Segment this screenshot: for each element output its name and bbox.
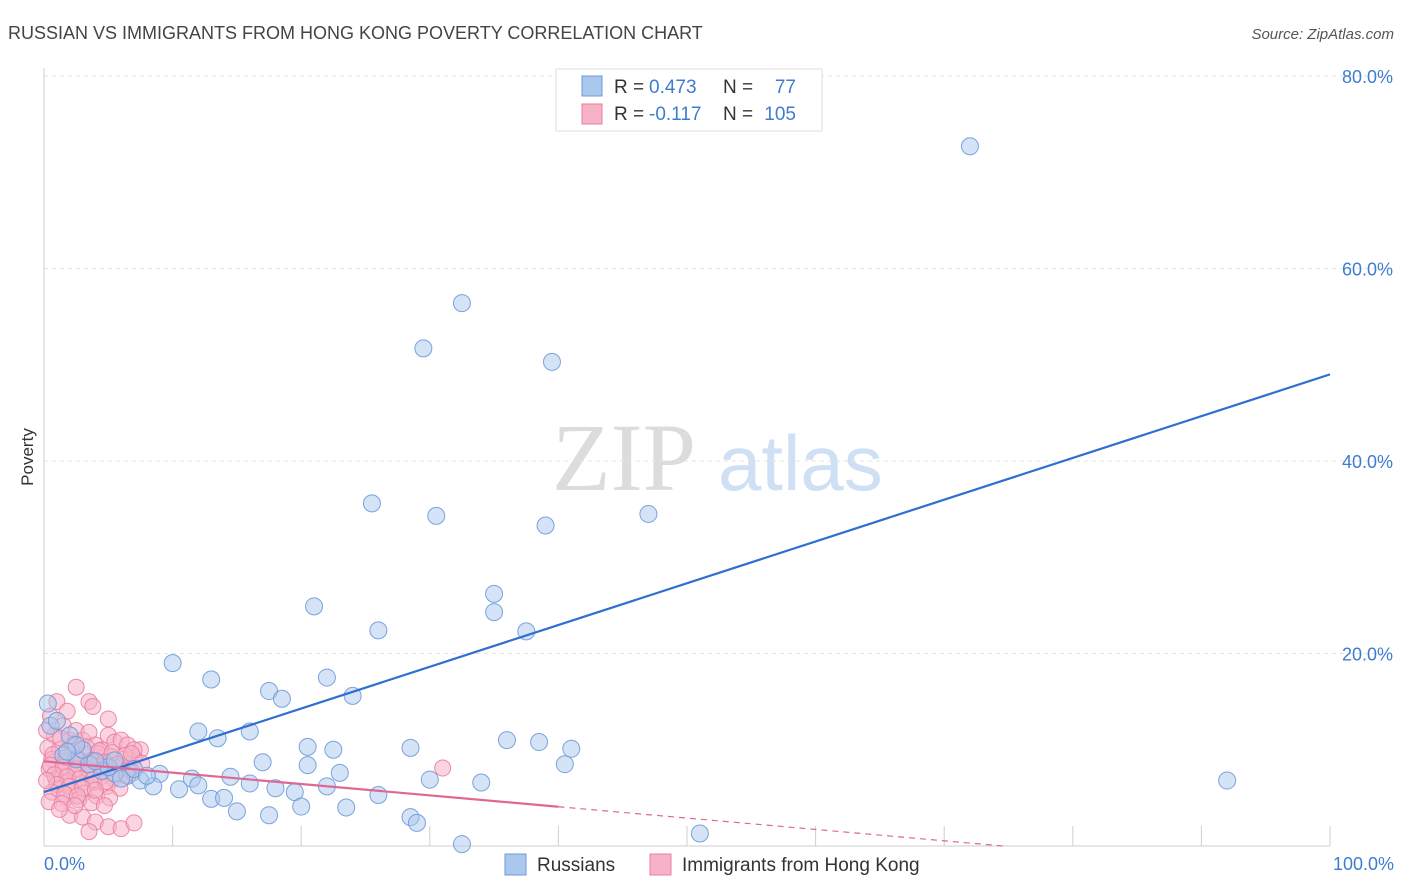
point-russians-47 [170, 780, 189, 799]
point-russians-4 [542, 352, 561, 371]
point-russians-50 [215, 788, 234, 807]
bottom-legend-swatch-hong-kong [649, 853, 672, 876]
point-russians-54 [337, 798, 356, 817]
legend-n-label-hong-kong: N = [723, 104, 753, 125]
point-russians-61 [112, 769, 131, 788]
point-russians-33 [472, 773, 491, 792]
point-russians-27 [530, 733, 549, 752]
trend-line-russians [43, 373, 1331, 794]
point-russians-23 [298, 737, 317, 756]
point-russians-12 [517, 622, 536, 641]
legend-r-label-russians: R = [614, 77, 644, 98]
point-russians-24 [324, 740, 343, 759]
point-russians-16 [317, 668, 336, 687]
point-hong-kong-51 [95, 797, 113, 815]
series-russians-points [38, 113, 1237, 854]
bottom-legend-label-russians: Russians [537, 855, 615, 876]
point-russians-9 [485, 584, 504, 603]
point-russians-48 [189, 776, 208, 795]
point-russians-5 [362, 494, 381, 513]
point-russians-14 [163, 654, 182, 673]
point-russians-57 [452, 835, 471, 854]
legend-n-value-russians: 77 [775, 77, 796, 98]
point-russians-11 [485, 603, 504, 622]
point-russians-51 [227, 802, 246, 821]
point-russians-20 [189, 722, 208, 741]
point-russians-43 [369, 785, 388, 804]
point-russians-2 [452, 294, 471, 313]
watermark-atlas: atlas [718, 419, 883, 507]
point-hong-kong-104 [50, 800, 68, 818]
legend-swatch-hong-kong [581, 103, 603, 125]
point-russians-6 [427, 506, 446, 525]
point-russians-32 [420, 770, 439, 789]
chart-source: Source: ZipAtlas.com [1251, 26, 1394, 43]
point-russians-3 [414, 339, 433, 358]
point-russians-10 [305, 597, 324, 616]
point-russians-13 [369, 621, 388, 640]
point-russians-75 [38, 694, 57, 713]
point-russians-7 [639, 504, 658, 523]
bottom-legend-swatch-russians [504, 853, 527, 876]
bottom-legend-label-hong-kong: Immigrants from Hong Kong [682, 855, 920, 876]
y-tick-label-20: 20.0% [1342, 645, 1393, 665]
y-tick-label-40: 40.0% [1342, 452, 1393, 472]
point-hong-kong-65 [434, 759, 452, 777]
x-tick-label-min: 0.0% [44, 854, 85, 874]
point-russians-31 [330, 763, 349, 782]
chart-title: RUSSIAN VS IMMIGRANTS FROM HONG KONG POV… [8, 23, 703, 43]
point-russians-34 [555, 755, 574, 774]
point-russians-53 [292, 797, 311, 816]
point-hong-kong-56 [80, 823, 98, 841]
point-hong-kong-63 [99, 710, 117, 728]
trend-line-hong-kong [43, 760, 559, 808]
point-hong-kong-99 [66, 797, 84, 815]
y-tick-label-60: 60.0% [1342, 260, 1393, 280]
point-russians-76 [58, 742, 77, 761]
legend-r-value-hong-kong: -0.117 [649, 104, 701, 125]
point-russians-71 [47, 711, 66, 730]
point-russians-35 [1218, 771, 1237, 790]
point-russians-26 [497, 731, 516, 750]
point-russians-29 [253, 753, 272, 772]
point-russians-40 [266, 779, 285, 798]
point-hong-kong-103 [38, 772, 56, 790]
legend-r-label-hong-kong: R = [614, 104, 644, 125]
point-russians-58 [690, 824, 709, 843]
point-russians-1 [960, 137, 979, 156]
y-axis-label: Poverty [18, 428, 37, 486]
point-hong-kong-59 [67, 678, 85, 696]
y-tick-labels: 20.0% 40.0% 60.0% 80.0% [1342, 67, 1393, 665]
point-russians-25 [401, 738, 420, 757]
point-russians-52 [260, 806, 279, 825]
watermark-zip: ZIP [552, 404, 696, 511]
point-russians-56 [407, 813, 426, 832]
y-tick-label-80: 80.0% [1342, 67, 1393, 87]
x-tick-marks [172, 826, 1331, 846]
point-russians-18 [272, 689, 291, 708]
point-russians-28 [562, 739, 581, 758]
point-hong-kong-93 [86, 781, 104, 799]
stats-legend: R = 0.473 N = 77 R = -0.117 N = 105 [555, 68, 823, 132]
point-russians-39 [240, 774, 259, 793]
point-hong-kong-58 [125, 814, 143, 832]
x-tick-label-max: 100.0% [1333, 854, 1394, 874]
point-russians-8 [536, 516, 555, 535]
point-russians-15 [202, 670, 221, 689]
series-legend: Russians Immigrants from Hong Kong [504, 853, 920, 876]
grid-lines [44, 75, 1392, 654]
point-hong-kong-62 [84, 697, 102, 715]
point-russians-30 [298, 756, 317, 775]
legend-n-value-hong-kong: 105 [764, 104, 796, 125]
legend-n-label-russians: N = [723, 77, 753, 98]
trend-lines [43, 373, 1331, 847]
trend-line-hong-kong-extension [558, 806, 1004, 847]
legend-swatch-russians [581, 75, 603, 97]
legend-r-value-russians: 0.473 [649, 77, 697, 98]
